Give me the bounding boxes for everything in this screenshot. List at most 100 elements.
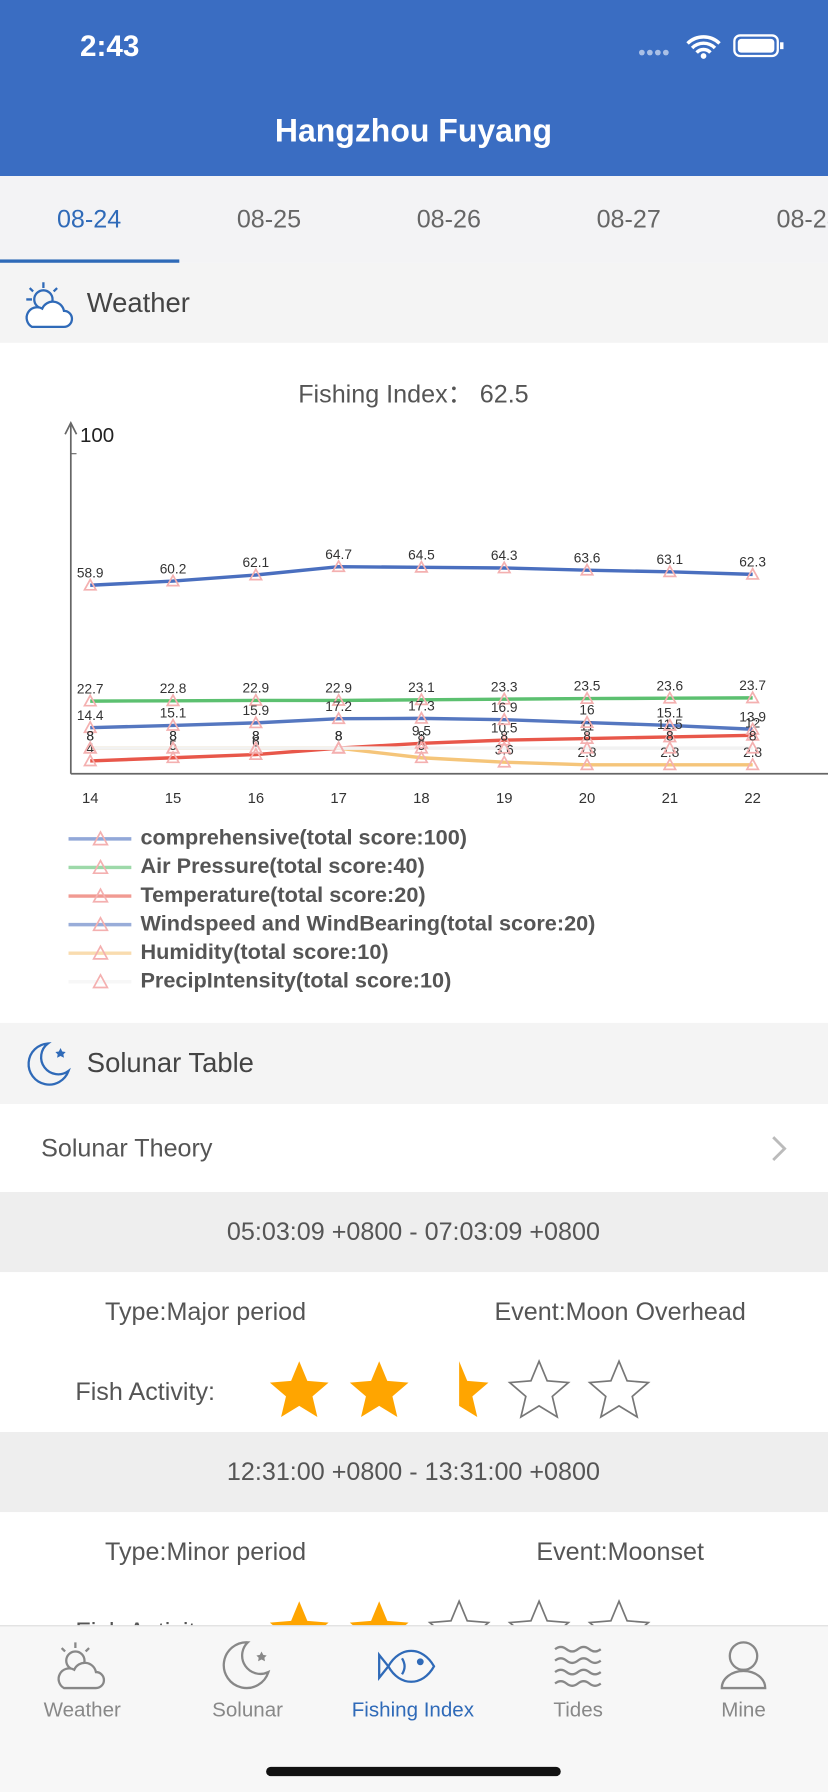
point-marker [248, 740, 263, 754]
data-label: 22.7 [77, 681, 104, 696]
point-marker [248, 692, 263, 706]
point-marker [83, 753, 98, 767]
point-marker [165, 693, 181, 707]
data-label: 14.4 [77, 708, 104, 723]
data-label: 22.9 [325, 681, 352, 696]
tab-bar: Weather Solunar Fishing Index Tides Mine [0, 1625, 828, 1792]
point-marker [662, 757, 678, 771]
period-type: Type:Major period [105, 1297, 307, 1326]
data-label: 64.5 [408, 548, 435, 563]
data-label: 23.3 [491, 679, 518, 694]
data-label: 22.9 [242, 681, 269, 696]
x-tick-label: 19 [496, 791, 513, 807]
data-label: 63.1 [657, 552, 684, 567]
tab-label[interactable]: Solunar [212, 1698, 283, 1722]
point-marker [331, 711, 346, 725]
data-label: 17.3 [408, 699, 435, 714]
tab-indicator [0, 259, 180, 263]
point-marker [662, 717, 678, 731]
point-marker [579, 757, 595, 771]
weather-icon [25, 282, 74, 329]
data-label: 9.5 [412, 724, 431, 739]
star-filled [349, 1361, 409, 1417]
legend-marker [92, 944, 109, 960]
data-label: 16.9 [491, 700, 518, 715]
legend-label: Air Pressure(total score:40) [140, 853, 424, 878]
data-label: 23.7 [739, 678, 766, 693]
data-label: 8 [169, 728, 177, 743]
point-marker [83, 577, 98, 591]
data-label: 8 [252, 728, 260, 743]
period-time-bar: 12:31:00 +0800 - 13:31:00 +0800 [0, 1432, 828, 1513]
point-marker [331, 740, 346, 754]
status-time: 2:43 [79, 28, 140, 63]
x-tick-label: 22 [744, 791, 761, 807]
data-label: 13.9 [739, 709, 766, 724]
x-tick-label: 16 [248, 791, 265, 807]
tab-label[interactable]: Mine [721, 1698, 766, 1722]
header-title: Hangzhou Fuyang [274, 113, 553, 149]
period-time-bar: 05:03:09 +0800 - 07:03:09 +0800 [0, 1192, 828, 1273]
chevron [772, 1136, 787, 1162]
point-marker [83, 720, 98, 734]
weather-section-header: Weather [0, 262, 828, 343]
status-icons [639, 34, 784, 59]
tab-icons [57, 1641, 767, 1777]
date-tab[interactable]: 08-25 [236, 204, 302, 234]
point-marker [414, 735, 429, 749]
chart-title: Fishing Index： 62.5 [298, 379, 529, 409]
legend-label: PrecipIntensity(total score:10) [140, 967, 451, 992]
data-label: 58.9 [77, 565, 104, 580]
data-label: 8 [749, 728, 757, 743]
legend-label: Windspeed and WindBearing(total score:20… [140, 910, 595, 935]
point-marker [662, 740, 678, 754]
data-label: 60.2 [160, 561, 187, 576]
x-tick-label: 14 [82, 791, 99, 807]
series-line [90, 696, 753, 703]
data-label: 5 [418, 738, 426, 753]
x-tick-label: 21 [662, 791, 679, 807]
data-label: 15.1 [160, 706, 187, 721]
date-tab[interactable]: 08-28 [776, 204, 828, 234]
row-label: Solunar Theory [41, 1133, 213, 1163]
point-marker [248, 715, 263, 729]
star-outline [587, 1358, 651, 1419]
data-label: 8 [86, 728, 94, 743]
point-marker [662, 690, 678, 704]
data-label: 22.8 [160, 681, 187, 696]
point-marker [579, 691, 595, 704]
legend-label: Temperature(total score:20) [140, 882, 425, 907]
period-event: Event:Moonset [536, 1537, 704, 1566]
point-marker [83, 693, 98, 707]
legend-label: comprehensive(total score:100) [140, 825, 467, 850]
data-label: 5 [169, 738, 177, 753]
tab-label[interactable]: Tides [553, 1698, 603, 1722]
point-marker [497, 740, 512, 754]
date-tab[interactable]: 08-27 [596, 204, 661, 234]
point-marker [165, 573, 181, 587]
legend-marker [92, 887, 109, 903]
solunar-theory-row[interactable]: Solunar Theory [0, 1104, 828, 1193]
x-tick-label: 20 [579, 791, 596, 807]
section-title: Solunar Table [86, 1048, 254, 1079]
point-marker [579, 715, 595, 728]
moon-icon [27, 1042, 71, 1086]
point-marker [745, 757, 760, 771]
series-line [90, 716, 753, 731]
solunar-section-header: Solunar Table [0, 1022, 828, 1105]
data-label: 8 [500, 728, 508, 743]
point-marker [83, 740, 98, 754]
legend-marker [92, 915, 109, 932]
point-marker [497, 691, 512, 705]
point-marker [497, 732, 512, 746]
period-event: Event:Moon Overhead [494, 1297, 746, 1326]
date-tab[interactable]: 08-26 [416, 204, 481, 234]
legend-label: Humidity(total score:10) [140, 939, 388, 964]
legend-marker [92, 973, 109, 989]
point-marker [662, 564, 678, 578]
tab-label[interactable]: Weather [43, 1698, 121, 1722]
data-label: 8 [335, 728, 343, 743]
x-tick-label: 17 [330, 791, 347, 807]
date-tab[interactable]: 08-24 [56, 204, 122, 234]
tab-label[interactable]: Fishing Index [351, 1698, 475, 1722]
